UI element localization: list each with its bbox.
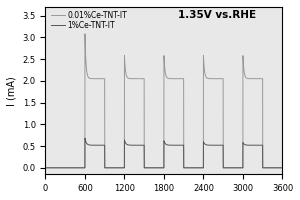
0.01%Ce-TNT-IT: [83, 33, 87, 35]
1%Ce-TNT-IT: [227, 167, 230, 169]
1%Ce-TNT-IT: [83, 137, 87, 139]
1%Ce-TNT-IT: [58, 167, 62, 169]
0.01%Ce-TNT-IT: [72, 167, 76, 169]
0.01%Ce-TNT-IT: [44, 167, 47, 169]
1%Ce-TNT-IT: [117, 167, 121, 169]
Line: 1%Ce-TNT-IT: 1%Ce-TNT-IT: [46, 138, 282, 168]
Y-axis label: I (mA): I (mA): [7, 76, 17, 106]
0.01%Ce-TNT-IT: [117, 167, 121, 169]
1%Ce-TNT-IT: [72, 167, 76, 169]
Text: 1.35V vs.RHE: 1.35V vs.RHE: [178, 10, 256, 20]
Line: 0.01%Ce-TNT-IT: 0.01%Ce-TNT-IT: [46, 34, 282, 168]
1%Ce-TNT-IT: [280, 167, 284, 169]
0.01%Ce-TNT-IT: [207, 77, 211, 80]
1%Ce-TNT-IT: [207, 144, 211, 146]
0.01%Ce-TNT-IT: [227, 167, 230, 169]
0.01%Ce-TNT-IT: [72, 167, 75, 169]
Legend: 0.01%Ce-TNT-IT, 1%Ce-TNT-IT: 0.01%Ce-TNT-IT, 1%Ce-TNT-IT: [49, 9, 129, 31]
0.01%Ce-TNT-IT: [280, 167, 284, 169]
0.01%Ce-TNT-IT: [58, 167, 62, 169]
1%Ce-TNT-IT: [44, 167, 47, 169]
1%Ce-TNT-IT: [72, 167, 75, 169]
